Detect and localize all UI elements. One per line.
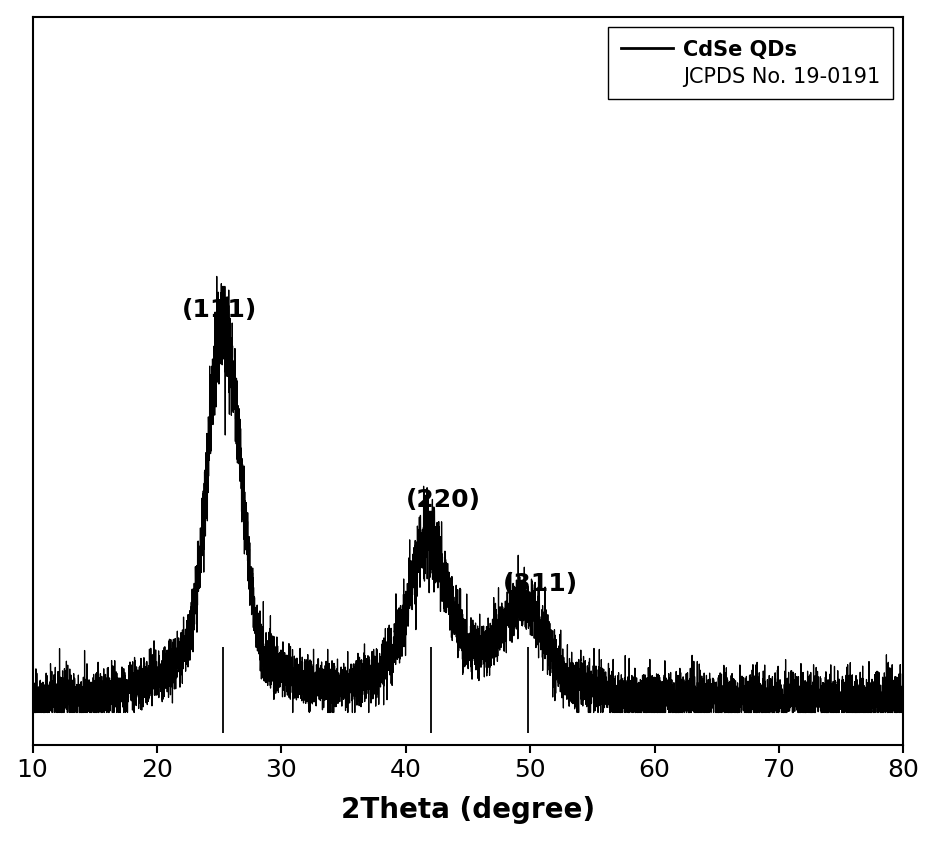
Text: (111): (111) (182, 298, 257, 321)
Text: (220): (220) (406, 488, 481, 511)
X-axis label: 2Theta (degree): 2Theta (degree) (341, 796, 595, 824)
Legend: CdSe QDs, JCPDS No. 19-0191: CdSe QDs, JCPDS No. 19-0191 (608, 27, 893, 99)
Text: (311): (311) (503, 573, 578, 596)
